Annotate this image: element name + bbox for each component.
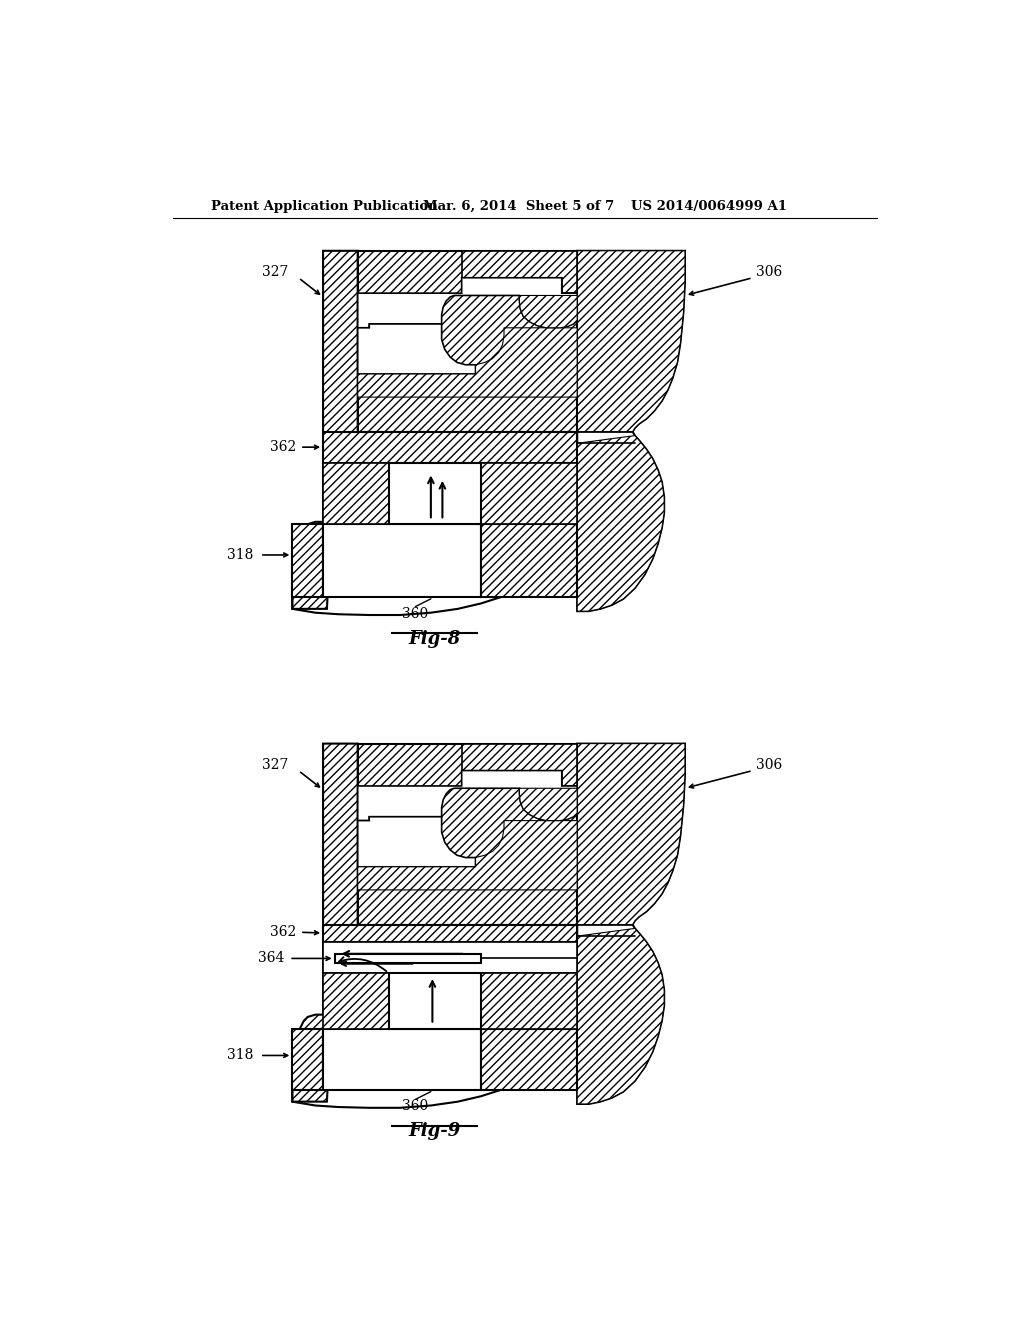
Polygon shape: [357, 277, 578, 327]
Polygon shape: [323, 924, 578, 942]
Text: 364: 364: [258, 952, 285, 965]
Text: 360: 360: [402, 607, 429, 620]
Polygon shape: [323, 524, 481, 598]
Text: Fig-8: Fig-8: [409, 630, 461, 648]
Polygon shape: [462, 743, 578, 785]
Polygon shape: [323, 973, 388, 1028]
Polygon shape: [335, 954, 481, 964]
Polygon shape: [388, 462, 481, 524]
Polygon shape: [323, 1028, 481, 1090]
Polygon shape: [519, 788, 578, 821]
Polygon shape: [323, 432, 578, 462]
Polygon shape: [292, 743, 357, 1102]
Text: 327: 327: [262, 265, 289, 280]
Polygon shape: [578, 743, 685, 1104]
Polygon shape: [388, 973, 481, 1028]
Polygon shape: [578, 251, 685, 611]
Polygon shape: [357, 743, 578, 924]
Polygon shape: [292, 524, 323, 598]
Text: 318: 318: [227, 1048, 254, 1063]
Polygon shape: [519, 296, 578, 327]
Polygon shape: [481, 524, 578, 598]
Polygon shape: [357, 817, 475, 867]
Polygon shape: [357, 251, 578, 432]
Polygon shape: [578, 436, 665, 611]
Polygon shape: [481, 462, 578, 524]
Text: 327: 327: [262, 758, 289, 772]
Polygon shape: [357, 327, 578, 397]
Polygon shape: [292, 1028, 323, 1090]
Text: 362: 362: [270, 925, 296, 940]
Text: 318: 318: [227, 548, 254, 562]
Text: 360: 360: [402, 1100, 429, 1113]
Text: 306: 306: [756, 265, 782, 280]
Polygon shape: [481, 973, 578, 1028]
Polygon shape: [323, 462, 388, 524]
Polygon shape: [578, 251, 685, 432]
Polygon shape: [357, 821, 578, 890]
Polygon shape: [292, 251, 357, 609]
Polygon shape: [357, 771, 578, 821]
Text: Mar. 6, 2014  Sheet 5 of 7: Mar. 6, 2014 Sheet 5 of 7: [423, 199, 614, 213]
Text: Fig-9: Fig-9: [409, 1122, 461, 1140]
Polygon shape: [481, 1028, 578, 1090]
Polygon shape: [462, 251, 578, 293]
Text: US 2014/0064999 A1: US 2014/0064999 A1: [631, 199, 787, 213]
Polygon shape: [323, 942, 578, 973]
Text: 306: 306: [756, 758, 782, 772]
Polygon shape: [357, 323, 475, 374]
Text: 362: 362: [270, 440, 296, 454]
Polygon shape: [578, 743, 685, 924]
Polygon shape: [578, 928, 665, 1104]
Text: Patent Application Publication: Patent Application Publication: [211, 199, 438, 213]
